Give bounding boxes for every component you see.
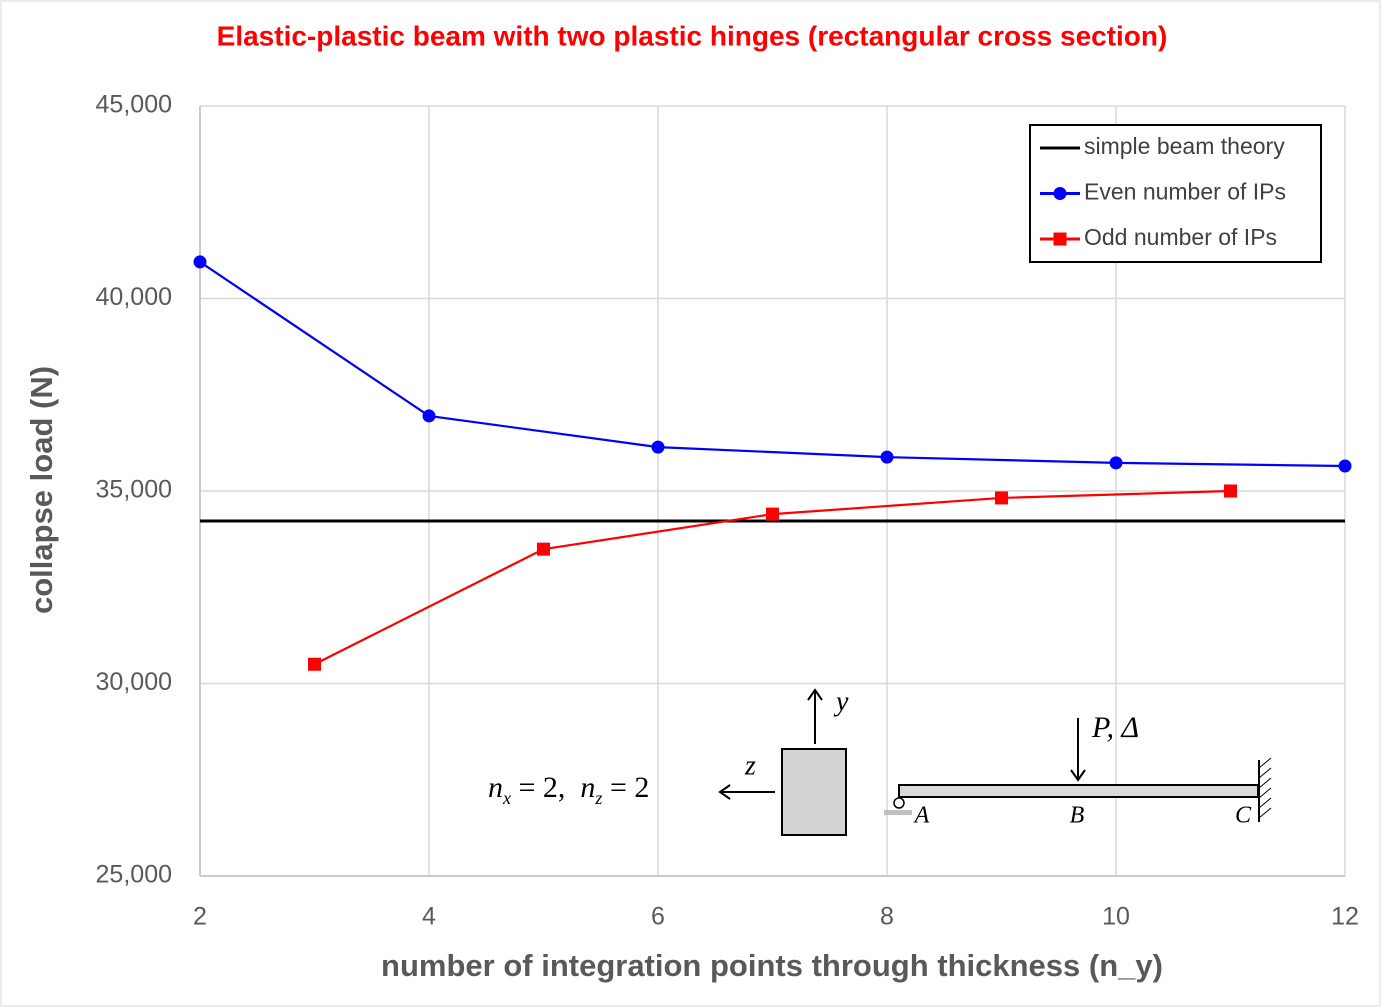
legend-marker: [1053, 232, 1067, 246]
point-label: A: [913, 803, 930, 829]
y-tick-label: 30,000: [96, 668, 172, 696]
y-tick-label: 35,000: [96, 476, 172, 504]
label-part: n: [580, 771, 595, 804]
y-axis-title: collapse load (N): [24, 366, 59, 614]
x-tick-label: 4: [422, 903, 436, 931]
arrow-head: [1070, 769, 1086, 782]
x-tick-label: 6: [651, 903, 665, 931]
point: [537, 542, 550, 556]
point: [995, 491, 1008, 505]
arrow-head: [807, 688, 823, 701]
beam-diagram: y z nx = 2, nz = 2 P, Δ A B C: [488, 686, 1272, 836]
legend: simple beam theory Even number of IPs Odd …: [1029, 124, 1322, 263]
point: [308, 657, 321, 671]
pin-support: [893, 797, 905, 809]
point: [651, 440, 665, 454]
point: [1224, 484, 1237, 498]
section-label: nx = 2, nz = 2: [488, 771, 649, 808]
legend-marker: [1053, 187, 1067, 200]
point: [422, 409, 436, 423]
x-tick-label: 10: [1102, 903, 1130, 931]
point: [880, 450, 894, 464]
beam: [898, 784, 1259, 798]
legend-label: Even number of IPs: [1084, 179, 1286, 205]
wall-hatch: [1258, 757, 1272, 819]
load-label: P, Δ: [1091, 711, 1139, 744]
plot-area: 25,000 30,000 35,000 40,000 45,000 2 4 6 8 10 12: [96, 91, 1359, 931]
z-axis-label: z: [744, 750, 756, 781]
y-tick-label: 45,000: [96, 91, 172, 119]
label-part: z: [594, 788, 602, 808]
label-part: = 2,: [511, 771, 580, 804]
legend-label: Odd number of IPs: [1084, 224, 1277, 250]
point: [193, 255, 207, 269]
chart-title: Elastic-plastic beam with two plastic hi…: [217, 20, 1168, 51]
label-part: n: [488, 771, 503, 804]
point-label: C: [1235, 803, 1252, 829]
legend-label: simple beam theory: [1084, 133, 1285, 159]
point: [1338, 459, 1352, 473]
y-axis-label: y: [833, 686, 849, 717]
series-line: [199, 261, 1346, 468]
x-tick-label: 12: [1331, 903, 1359, 931]
point-label: B: [1070, 803, 1085, 829]
arrow-head: [718, 784, 731, 800]
label-part: x: [502, 788, 511, 808]
y-tick-label: 25,000: [96, 861, 172, 889]
label-part: = 2: [602, 771, 649, 804]
point: [1109, 456, 1123, 470]
cross-section: [781, 748, 847, 836]
x-axis-title: number of integration points through thi…: [381, 948, 1163, 983]
x-tick-label: 8: [880, 903, 894, 931]
x-tick-label: 2: [193, 903, 207, 931]
y-tick-label: 40,000: [96, 283, 172, 311]
support-base: [884, 810, 912, 815]
point: [766, 507, 779, 521]
